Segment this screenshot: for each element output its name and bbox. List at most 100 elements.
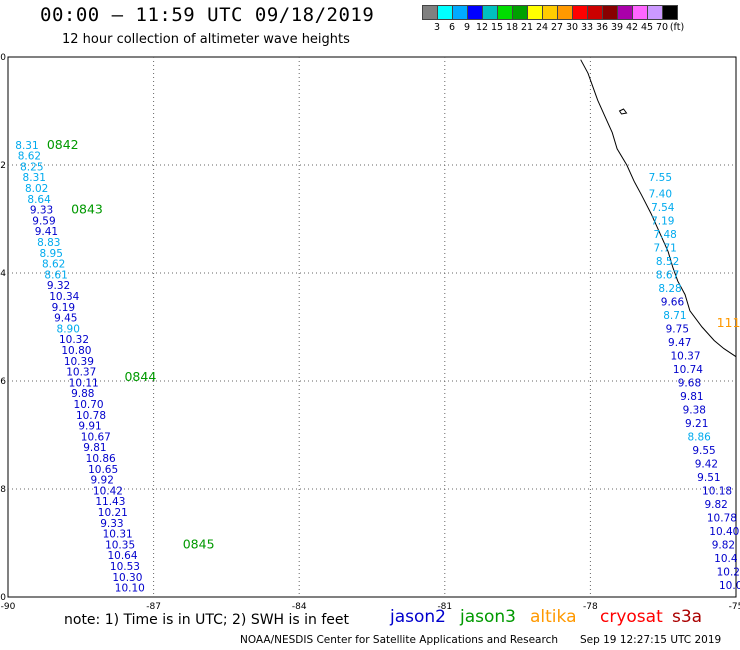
wave-height-value: 8.86 — [687, 431, 711, 443]
wave-height-value: 8.62 — [18, 151, 41, 163]
wave-height-value: 7.48 — [653, 229, 676, 241]
wave-height-value: 8.95 — [40, 248, 63, 260]
satellite-label-cryosat: cryosat — [600, 607, 663, 627]
wave-height-value: 8.83 — [37, 237, 60, 249]
wave-height-value: 7.40 — [649, 188, 672, 200]
wave-height-value: 9.92 — [91, 475, 114, 487]
wave-height-value: 10.10 — [115, 583, 145, 595]
generated-timestamp: Sep 19 12:27:15 UTC 2019 — [580, 634, 722, 646]
pass-time-label: 1111 — [717, 315, 740, 330]
wave-height-value: 8.28 — [658, 283, 681, 295]
wave-height-value: 9.32 — [47, 280, 70, 292]
lon-tick-label: -78 — [583, 602, 598, 612]
wave-height-value: 10.18 — [702, 485, 732, 497]
pass-time-label: 0845 — [183, 536, 215, 551]
satellite-label-s3a: s3a — [672, 607, 703, 627]
wave-height-value: 7.55 — [649, 172, 672, 184]
wave-height-value: 10.64 — [107, 550, 137, 562]
wave-height-value: 10.80 — [61, 345, 91, 357]
wave-height-value: 10.65 — [88, 464, 118, 476]
wave-height-value: 9.68 — [678, 377, 701, 389]
wave-height-value: 9.91 — [78, 421, 101, 433]
wave-height-value: 9.47 — [668, 337, 691, 349]
wave-height-value: 10.67 — [81, 431, 111, 443]
wave-height-value: 10.35 — [105, 539, 135, 551]
wave-height-value: 10.34 — [49, 291, 79, 303]
lat-tick-label: -16 — [0, 377, 6, 387]
wave-height-value: 9.33 — [30, 205, 53, 217]
lon-tick-label: -75 — [729, 602, 740, 612]
legend-label: 27 — [550, 22, 564, 33]
wave-height-value: 9.81 — [680, 391, 703, 403]
legend-label: 12 — [475, 22, 489, 33]
wave-height-value: 8.67 — [656, 269, 679, 281]
lat-tick-label: -20 — [0, 593, 6, 603]
wave-height-value: 10.78 — [76, 410, 106, 422]
wave-height-value: 8.64 — [27, 194, 51, 206]
wave-height-value: 9.19 — [52, 302, 75, 314]
wave-height-value: 9.33 — [100, 518, 123, 530]
lon-tick-label: -90 — [1, 602, 16, 612]
wave-height-value: 9.66 — [661, 296, 685, 308]
wave-height-value: 11.43 — [95, 496, 125, 508]
wave-height-value: 9.38 — [683, 404, 706, 416]
island-shape — [618, 108, 628, 115]
legend-label: 45 — [640, 22, 654, 33]
legend-label: (ft) — [669, 22, 685, 33]
wave-height-value: 10.0 — [719, 580, 740, 592]
legend-label: 30 — [565, 22, 579, 33]
wave-height-value: 8.25 — [20, 161, 43, 173]
wave-height-value: 8.61 — [44, 269, 67, 281]
legend-swatch — [662, 5, 678, 20]
wave-height-value: 10.31 — [103, 529, 133, 541]
coastline — [580, 59, 737, 358]
legend-label: 15 — [490, 22, 504, 33]
wave-height-value: 10.2 — [717, 566, 740, 578]
wave-height-value: 9.59 — [32, 215, 55, 227]
wave-height-value: 9.82 — [704, 499, 727, 511]
legend-label: 9 — [463, 22, 471, 33]
legend-label: 24 — [535, 22, 549, 33]
wave-height-value: 7.19 — [651, 215, 674, 227]
wave-height-value: 9.75 — [666, 323, 689, 335]
satellite-label-altika: altika — [530, 607, 577, 627]
credit-text: NOAA/NESDIS Center for Satellite Applica… — [240, 634, 558, 646]
page-title: 00:00 – 11:59 UTC 09/18/2019 — [40, 4, 375, 26]
legend-label: 18 — [505, 22, 519, 33]
lat-tick-label: -12 — [0, 161, 6, 171]
wave-height-value: 10.70 — [74, 399, 104, 411]
lat-tick-label: -18 — [0, 485, 6, 495]
legend-label: 36 — [595, 22, 609, 33]
wave-height-value: 10.74 — [673, 364, 703, 376]
wave-height-value: 10.11 — [69, 377, 99, 389]
wave-height-value: 10.86 — [86, 453, 116, 465]
wave-height-value: 9.81 — [83, 442, 106, 454]
page-subtitle: 12 hour collection of altimeter wave hei… — [62, 32, 350, 47]
wave-height-value: 9.41 — [35, 226, 58, 238]
color-scale-legend — [422, 5, 678, 20]
wave-height-value: 8.52 — [656, 256, 679, 268]
pass-time-label: 0842 — [47, 137, 79, 152]
wave-height-value: 10.21 — [98, 507, 128, 519]
wave-height-value: 7.71 — [653, 242, 676, 254]
wave-height-value: 9.45 — [54, 313, 77, 325]
lat-tick-label: -10 — [0, 53, 6, 63]
wave-height-value: 9.55 — [692, 445, 715, 457]
wave-height-value: 10.39 — [64, 356, 94, 368]
wave-height-value: 10.4 — [714, 553, 738, 565]
wave-height-value: 10.37 — [670, 350, 700, 362]
legend-label: 42 — [625, 22, 639, 33]
wave-height-value: 9.21 — [685, 418, 708, 430]
legend-label: 33 — [580, 22, 594, 33]
wave-height-value: 8.31 — [23, 172, 46, 184]
wave-height-value: 8.71 — [663, 310, 686, 322]
satellite-label-jason2: jason2 — [390, 607, 446, 627]
pass-time-label: 0843 — [71, 202, 103, 217]
legend-label: 3 — [433, 22, 441, 33]
wave-height-value: 9.51 — [697, 472, 720, 484]
wave-height-value: 10.40 — [709, 526, 739, 538]
lat-tick-label: -14 — [0, 269, 6, 279]
wave-height-value: 8.62 — [42, 259, 65, 271]
wave-height-value: 9.88 — [71, 388, 94, 400]
